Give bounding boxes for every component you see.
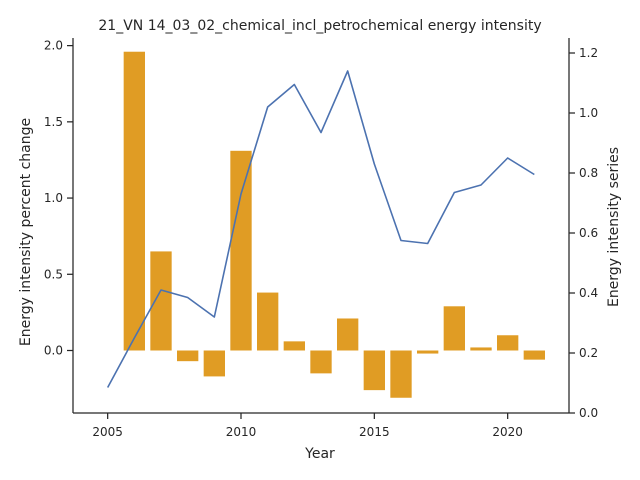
x-tick-label: 2015	[359, 425, 390, 439]
bar-2010	[230, 150, 252, 351]
y-right-tick-label: 0.2	[579, 346, 598, 360]
bar-2012	[283, 341, 305, 351]
bar-series	[123, 51, 545, 398]
x-axis-label: Year	[304, 446, 335, 462]
y-right-tick-label: 0.6	[579, 226, 598, 240]
bar-2009	[203, 350, 225, 377]
y-axis-right-label: Energy intensity series	[606, 147, 622, 307]
bar-2006	[123, 51, 145, 351]
line-series	[106, 70, 535, 388]
y-left-tick-label: 1.0	[44, 191, 63, 205]
bar-2008	[177, 350, 199, 362]
axes: 2005 2010 2015 2020 0.0 0.5 1.0 1.5 2.0 0.0 0.2 0.4…	[44, 38, 598, 439]
bar-2016	[390, 350, 412, 398]
y-right-tick-label: 0.8	[579, 166, 598, 180]
y-right-tick-label: 1.0	[579, 106, 598, 120]
bar-2019	[470, 347, 492, 351]
bar-2011	[257, 292, 279, 351]
chart-title: 21_VN 14_03_02_chemical_incl_petrochemic…	[98, 18, 541, 34]
bar-2020	[497, 335, 519, 351]
y-left-tick-label: 0.0	[44, 344, 63, 358]
y-right-tick-label: 1.2	[579, 46, 598, 60]
bar-2017	[417, 350, 439, 354]
x-tick-label: 2020	[492, 425, 523, 439]
y-left-tick-label: 2.0	[44, 39, 63, 53]
bar-2014	[337, 318, 359, 351]
x-tick-label: 2005	[92, 425, 123, 439]
bar-2018	[443, 306, 465, 351]
bar-2021	[523, 350, 545, 360]
y-right-tick-label: 0.0	[579, 406, 598, 420]
y-axis-left-label: Energy intensity percent change	[18, 118, 34, 346]
y-left-tick-label: 0.5	[44, 267, 63, 281]
bar-2007	[150, 251, 172, 351]
x-tick-label: 2010	[226, 425, 257, 439]
bar-2013	[310, 350, 332, 374]
energy-intensity-series-line	[106, 70, 535, 388]
bar-2015	[363, 350, 385, 391]
y-right-tick-label: 0.4	[579, 286, 598, 300]
y-left-tick-label: 1.5	[44, 115, 63, 129]
